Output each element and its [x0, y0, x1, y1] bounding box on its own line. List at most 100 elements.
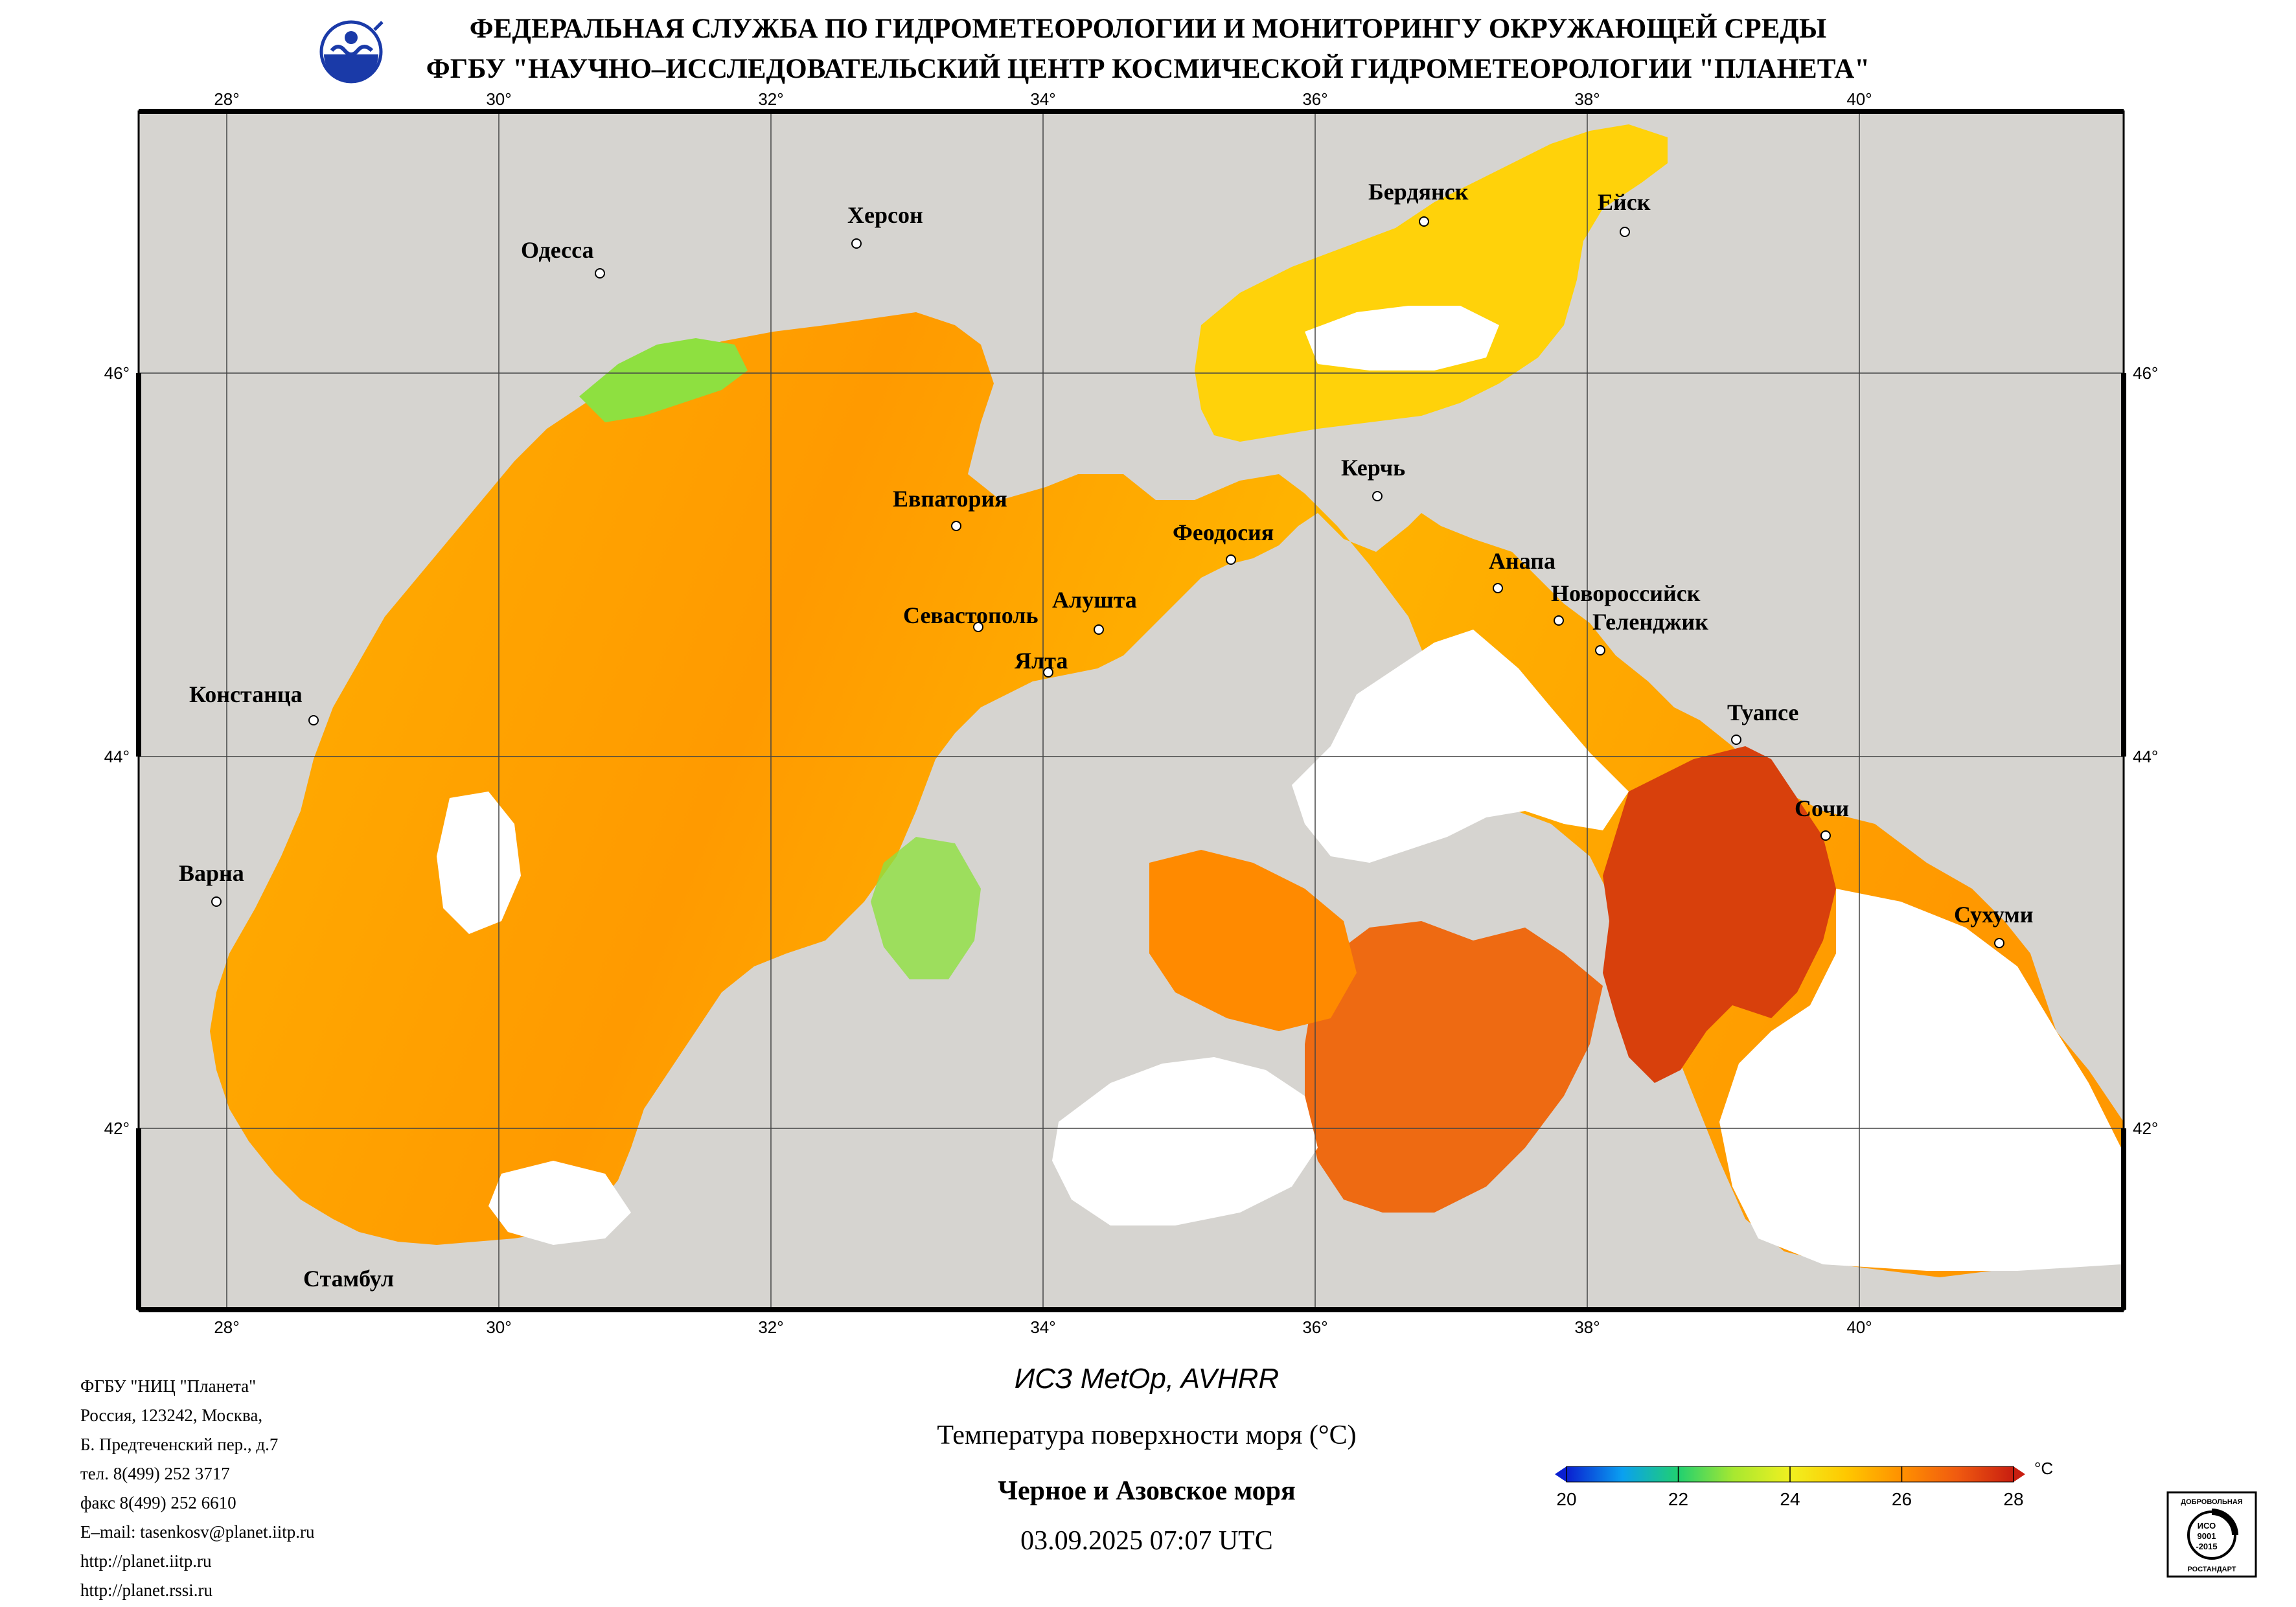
city-yalta: Ялта [1015, 648, 1068, 678]
cloud-mask-east [1292, 630, 1629, 863]
city-feodosiya: Феодосия [1173, 519, 1274, 565]
parameter-title: Температура поверхности моря (°C) [937, 1420, 1357, 1450]
contact-email[interactable]: E–mail: tasenkosv@planet.iitp.ru [80, 1522, 315, 1542]
black-sea [210, 312, 2124, 1277]
lon-tick-bottom-40: 40° [1846, 1317, 1872, 1337]
city-tuapse: Туапсе [1727, 700, 1798, 745]
city-odessa: Одесса [521, 237, 605, 279]
temperature-colorbar: 20 22 24 26 28 °C [1555, 1459, 2053, 1509]
contact-line: факс 8(499) 252 6610 [80, 1493, 236, 1512]
cloud-mask-south [1052, 1057, 1318, 1225]
city-label-sevastopol: Севастополь [903, 602, 1039, 628]
contact-info: ФГБУ "НИЦ "Планета" Россия, 123242, Моск… [80, 1372, 315, 1605]
city-kerch: Керчь [1341, 455, 1405, 501]
city-label-yalta: Ялта [1015, 648, 1068, 674]
colorbar-unit: °C [2034, 1459, 2053, 1478]
city-istanbul: Стамбул [303, 1266, 394, 1292]
warm-zone-central [1149, 850, 1357, 1031]
lon-tick-bottom-28: 28° [214, 1317, 239, 1337]
contact-line: ФГБУ "НИЦ "Планета" [80, 1376, 257, 1396]
cool-zone-odessa [579, 338, 748, 422]
city-yevpatoriya: Евпатория [893, 486, 1007, 531]
city-label-kerch: Керчь [1341, 455, 1405, 481]
satellite-title: ИСЗ MetOp, AVHRR [1014, 1363, 1280, 1395]
city-label-berdyansk: Бердянск [1368, 179, 1469, 205]
colorbar-tick-label: 20 [1556, 1489, 1576, 1509]
map-canvas: 28° 30° 32° 34° 36° 38° 40° 28° 30° 32° … [104, 89, 2159, 1337]
warm-zone-east [1603, 746, 1836, 1083]
lat-tick-left-42: 42° [104, 1119, 130, 1138]
contact-link[interactable]: http://planet.iitp.ru [80, 1551, 212, 1571]
city-kherson: Херсон [847, 202, 923, 249]
city-label-alushta: Алушта [1052, 587, 1137, 613]
city-label-gelendzhik: Геленджик [1592, 609, 1708, 635]
city-constanta: Констанца [189, 681, 319, 725]
city-gelendzhik: Геленджик [1592, 609, 1708, 655]
warm-zone-southeast [1305, 921, 1603, 1213]
city-label-tuapse: Туапсе [1727, 700, 1798, 725]
sea-of-azov [1195, 124, 1668, 442]
contact-line: Б. Предтеченский пер., д.7 [80, 1435, 279, 1454]
city-label-anapa: Анапа [1489, 548, 1556, 574]
city-yeysk: Ейск [1598, 189, 1651, 237]
lon-tick-top-36: 36° [1302, 89, 1327, 109]
city-berdyansk: Бердянск [1368, 179, 1469, 227]
lon-tick-top-30: 30° [486, 89, 511, 109]
city-novorossiysk: Новороссийск [1551, 580, 1701, 626]
contact-link[interactable]: http://planet.rssi.ru [80, 1580, 212, 1600]
lon-tick-bottom-34: 34° [1030, 1317, 1055, 1337]
azov-cloud-mask [1305, 306, 1499, 370]
colorbar-tick-label: 26 [1892, 1489, 1912, 1509]
contact-line: Россия, 123242, Москва, [80, 1406, 263, 1425]
city-label-novorossiysk: Новороссийск [1551, 580, 1701, 606]
lat-tick-left-46: 46° [104, 363, 130, 383]
city-label-varna: Варна [179, 860, 244, 886]
city-label-yevpatoriya: Евпатория [893, 486, 1007, 512]
city-varna: Варна [179, 860, 244, 907]
lon-tick-bottom-36: 36° [1302, 1317, 1327, 1337]
lat-tick-right-44: 44° [2133, 747, 2158, 766]
city-label-odessa: Одесса [521, 237, 594, 263]
city-anapa: Анапа [1489, 548, 1556, 593]
city-alushta: Алушта [1052, 587, 1137, 635]
colorbar-tick-label: 28 [2003, 1489, 2023, 1509]
city-marker [595, 268, 605, 279]
city-label-feodosiya: Феодосия [1173, 519, 1274, 545]
header-line-2: ФГБУ "НАУЧНО–ИССЛЕДОВАТЕЛЬСКИЙ ЦЕНТР КОС… [426, 54, 1870, 84]
lon-tick-top-28: 28° [214, 89, 239, 109]
cert-mid-3: -2015 [2196, 1542, 2217, 1551]
city-label-yeysk: Ейск [1598, 189, 1651, 215]
city-sevastopol: Севастополь [903, 602, 1039, 632]
sea-surface-temperature-map: 28° 30° 32° 34° 36° 38° 40° 28° 30° 32° … [104, 89, 2159, 1337]
lat-tick-left-44: 44° [104, 747, 130, 766]
lon-tick-bottom-30: 30° [486, 1317, 511, 1337]
cloud-mask-southwest [488, 1161, 631, 1245]
lon-tick-bottom-32: 32° [758, 1317, 783, 1337]
coordinate-grid [139, 111, 2124, 1310]
lon-tick-top-38: 38° [1574, 89, 1600, 109]
region-title: Черное и Азовское моря [998, 1476, 1296, 1506]
colorbar-min-arrow [1555, 1466, 1567, 1482]
cloud-mask-far-east [1719, 889, 2121, 1271]
city-label-istanbul: Стамбул [303, 1266, 394, 1292]
lat-tick-right-46: 46° [2133, 363, 2158, 383]
city-sukhumi: Сухуми [1954, 902, 2034, 948]
cert-top-text: ДОБРОВОЛЬНАЯ [2181, 1498, 2243, 1506]
city-label-sukhumi: Сухуми [1954, 902, 2034, 928]
iso-certificate-badge: ДОБРОВОЛЬНАЯ ИСО 9001 -2015 РОСТАНДАРТ [2166, 1491, 2257, 1578]
city-label-kherson: Херсон [847, 202, 923, 228]
lon-tick-top-40: 40° [1846, 89, 1872, 109]
colorbar-tick-label: 24 [1780, 1489, 1800, 1509]
roshydromet-logo [319, 20, 384, 84]
colorbar-max-arrow [2014, 1466, 2025, 1482]
cloud-mask-west [437, 792, 521, 934]
datetime-label: 03.09.2025 07:07 UTC [1020, 1526, 1273, 1556]
contact-line: тел. 8(499) 252 3717 [80, 1464, 230, 1483]
colorbar-tick-label: 22 [1668, 1489, 1688, 1509]
lon-tick-top-34: 34° [1030, 89, 1055, 109]
cert-mid-1: ИСО [2198, 1521, 2216, 1531]
lon-tick-bottom-38: 38° [1574, 1317, 1600, 1337]
cert-bottom-text: РОСТАНДАРТ [2187, 1566, 2236, 1573]
lat-tick-right-42: 42° [2133, 1119, 2158, 1138]
cert-mid-2: 9001 [2198, 1531, 2216, 1541]
